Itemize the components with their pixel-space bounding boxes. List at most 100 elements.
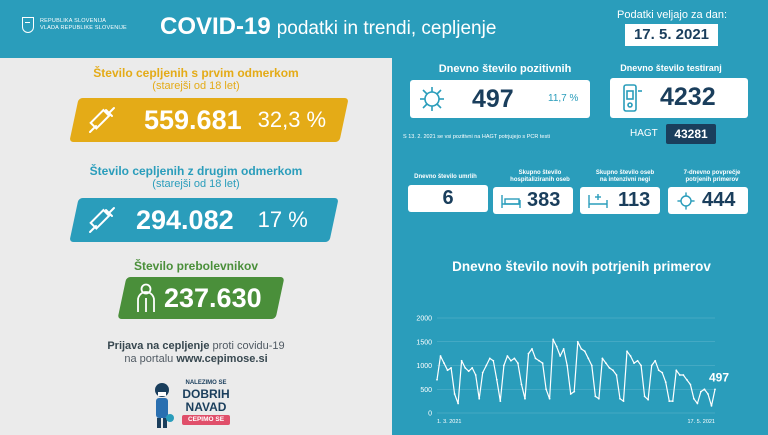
first-dose-pct: 32,3 %: [257, 107, 327, 132]
recovered-value: 237.630: [164, 282, 262, 313]
data-point: [569, 393, 572, 395]
coat-of-arms-icon: [22, 17, 34, 33]
data-point: [710, 404, 713, 407]
y-tick-label: 2000: [416, 316, 432, 323]
tested-card: 4232: [610, 78, 748, 118]
data-point: [692, 397, 695, 400]
hagt-value: 43281: [666, 124, 716, 144]
deaths-value: 6: [442, 187, 454, 209]
title-subtitle: podatki in trendi, cepljenje: [276, 18, 497, 39]
x-end-label: 17. 5. 2021: [687, 419, 715, 425]
badge-line-3: NAVAD: [185, 400, 227, 414]
data-point: [619, 397, 621, 400]
second-dose-sub: (starejši od 18 let): [152, 178, 240, 190]
data-point: [538, 359, 540, 362]
data-point: [657, 369, 660, 372]
data-point: [541, 362, 544, 365]
data-point: [527, 352, 530, 355]
data-point: [495, 378, 498, 381]
pcr-note: S 13. 2. 2021 se vsi pozitivni na HAGT p…: [403, 134, 550, 140]
virus-icon: [677, 192, 695, 210]
date-label: Podatki veljajo za dan:: [617, 9, 728, 21]
date-value: 17. 5. 2021: [625, 24, 718, 46]
data-point: [714, 388, 716, 391]
data-point: [640, 364, 643, 367]
hagt-label: HAGT: [630, 128, 658, 139]
tested-value: 4232: [660, 83, 716, 111]
second-dose-bar: 294.082 17 %: [69, 198, 339, 242]
header: REPUBLIKA SLOVENIJA VLADA REPUBLIKE SLOV…: [0, 0, 768, 58]
data-point: [605, 362, 607, 365]
data-point: [548, 397, 551, 400]
data-point: [545, 388, 547, 391]
data-point: [636, 359, 639, 362]
data-point: [499, 400, 502, 403]
virus-icon: [420, 87, 444, 111]
deaths-card: 6: [408, 185, 488, 212]
data-point: [436, 378, 438, 381]
positive-label: Dnevno število pozitivnih: [438, 63, 572, 75]
data-point: [524, 397, 526, 400]
avg-label-1: 7-dnevno povprečje: [683, 170, 741, 176]
person-icon: [137, 283, 155, 312]
hosp-value: 383: [527, 189, 561, 211]
data-point: [668, 400, 671, 403]
register-bold: Prijava na cepljenje: [107, 340, 210, 352]
first-dose-label: Število cepljenih s prvim odmerkom: [93, 66, 299, 80]
data-point: [573, 390, 576, 393]
data-point: [492, 359, 495, 362]
data-point: [460, 359, 463, 362]
data-point: [555, 345, 558, 348]
data-point: [661, 371, 664, 374]
data-point: [629, 355, 632, 357]
portal-line: na portalu www.cepimose.si: [0, 353, 392, 365]
avg-card: 444: [668, 187, 748, 214]
positive-pct: 11,7 %: [548, 93, 579, 104]
data-point: [678, 374, 681, 376]
x-start-label: 1. 3. 2021: [437, 419, 461, 425]
portal-rest: na portalu: [124, 353, 174, 365]
data-point: [700, 390, 702, 393]
data-point: [552, 338, 555, 341]
data-point: [675, 369, 678, 372]
y-tick-label: 500: [420, 387, 432, 394]
data-point: [622, 400, 625, 403]
data-point: [590, 364, 593, 367]
positive-value: 497: [472, 85, 514, 113]
register-rest: proti covidu-19: [212, 340, 285, 352]
y-tick-label: 1000: [416, 363, 432, 370]
data-point: [566, 364, 569, 367]
data-point: [474, 374, 477, 376]
gov-line-1: REPUBLIKA SLOVENIJA: [40, 18, 107, 24]
data-point: [664, 381, 667, 384]
avg-value: 444: [702, 189, 736, 211]
cases-line-chart: 0 500 1000 1500 2000 497 1. 3. 2021 17. 5. 2021: [416, 316, 729, 426]
hosp-label-2: hospitaliziranih oseb: [510, 177, 570, 183]
tested-label: Dnevno število testiranj: [620, 63, 722, 73]
data-point: [534, 357, 537, 360]
hosp-label: Skupno število hospitaliziranih oseb: [500, 170, 580, 184]
data-point: [647, 398, 650, 401]
data-point: [654, 359, 657, 362]
data-point: [446, 369, 449, 372]
data-point: [506, 355, 509, 357]
data-point: [485, 364, 488, 367]
data-point: [559, 355, 562, 357]
data-point: [580, 347, 583, 350]
second-dose-label: Število cepljenih z drugim odmerkom: [89, 164, 303, 178]
badge-line-2: DOBRIH: [182, 387, 230, 401]
first-dose-bar: 559.681 32,3 %: [69, 98, 349, 142]
last-value-label: 497: [709, 370, 729, 384]
data-point: [707, 393, 709, 395]
data-point: [520, 383, 523, 386]
icu-bed-icon: [588, 194, 608, 208]
chart-title: Dnevno število novih potrjenih primerov: [452, 259, 711, 274]
vaccination-panel: Število cepljenih s prvim odmerkom (star…: [0, 58, 392, 435]
data-point: [513, 357, 516, 360]
campaign-figure-icon: [155, 383, 174, 428]
data-point: [467, 370, 470, 373]
data-point: [502, 364, 505, 367]
data-point: [682, 374, 685, 376]
portal-link[interactable]: www.cepimose.si: [176, 353, 268, 365]
data-point: [478, 397, 481, 400]
